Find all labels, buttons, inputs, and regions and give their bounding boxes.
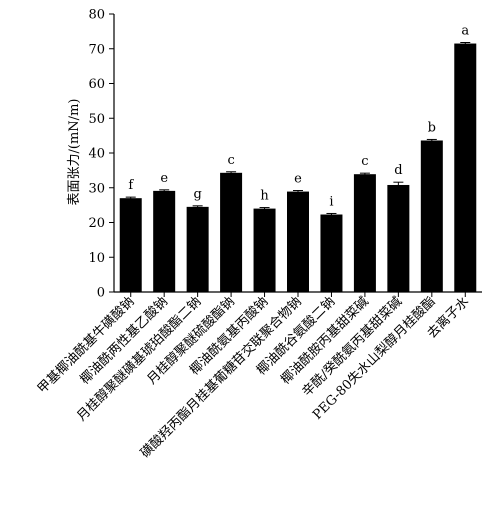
significance-letter-2: g xyxy=(193,187,201,202)
y-tick-label-4: 40 xyxy=(88,147,105,162)
y-axis-title: 表面张力/(mN/m) xyxy=(67,99,82,206)
bar-7 xyxy=(353,174,376,292)
y-tick-label-0: 0 xyxy=(97,286,105,301)
bar-4 xyxy=(253,208,276,292)
bar-2 xyxy=(186,206,209,292)
significance-letter-7: c xyxy=(361,154,368,169)
bar-0 xyxy=(119,198,142,292)
bar-1 xyxy=(153,190,176,292)
significance-letter-1: e xyxy=(160,171,168,186)
significance-letter-3: c xyxy=(227,153,234,168)
significance-letter-6: i xyxy=(329,194,333,209)
y-tick-label-3: 30 xyxy=(88,181,105,196)
significance-letter-4: h xyxy=(260,189,269,204)
significance-letter-8: d xyxy=(394,163,402,178)
y-tick-label-7: 70 xyxy=(88,42,105,57)
significance-letter-10: a xyxy=(461,23,469,38)
significance-letter-9: b xyxy=(428,120,436,135)
y-tick-label-1: 10 xyxy=(88,251,105,266)
y-tick-label-2: 20 xyxy=(88,216,105,231)
y-tick-label-5: 50 xyxy=(88,112,105,127)
bar-5 xyxy=(287,191,309,292)
bar-3 xyxy=(220,172,243,292)
bar-6 xyxy=(320,214,343,292)
bar-8 xyxy=(387,184,410,292)
y-tick-label-6: 60 xyxy=(88,77,105,92)
significance-letter-0: f xyxy=(128,178,134,193)
significance-letter-5: e xyxy=(294,172,302,187)
bar-10 xyxy=(454,43,477,292)
bar-9 xyxy=(420,140,443,292)
y-tick-label-8: 80 xyxy=(88,8,105,23)
